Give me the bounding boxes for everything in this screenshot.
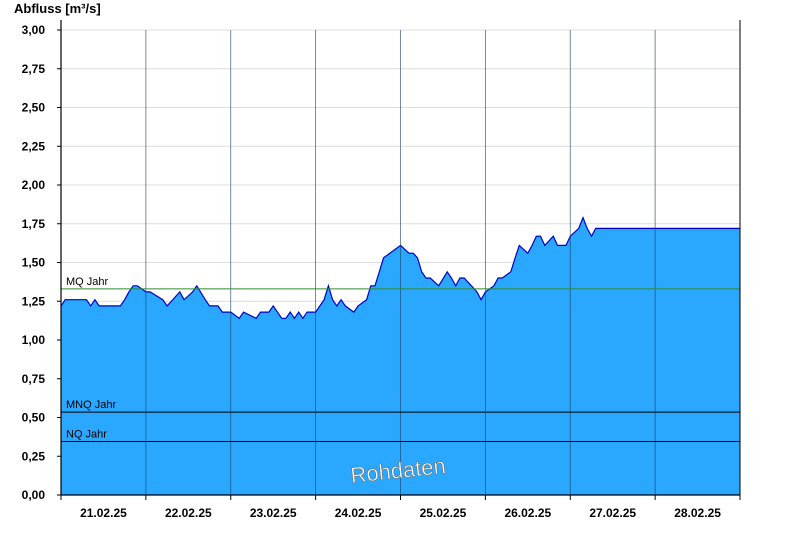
y-tick-label: 1,00 bbox=[22, 333, 46, 347]
x-tick-labels: 21.02.25 22.02.25 23.02.25 24.02.25 25.02.25… bbox=[80, 506, 721, 520]
reference-lines-layer: MQ Jahr MNQ Jahr NQ Jahr bbox=[61, 276, 740, 443]
x-tick-label: 25.02.25 bbox=[420, 506, 467, 520]
x-tick-label: 21.02.25 bbox=[80, 506, 127, 520]
y-tick-label: 1,50 bbox=[22, 256, 46, 270]
x-tick-label: 24.02.25 bbox=[335, 506, 382, 520]
y-tick-label: 3,00 bbox=[22, 23, 46, 37]
y-tick-label: 1,25 bbox=[22, 294, 46, 308]
x-tick-label: 22.02.25 bbox=[165, 506, 212, 520]
x-tick-label: 27.02.25 bbox=[589, 506, 636, 520]
reference-line-label: NQ Jahr bbox=[66, 429, 107, 441]
y-tick-label: 2,75 bbox=[22, 62, 46, 76]
y-tick-label: 0,75 bbox=[22, 372, 46, 386]
y-tick-label: 0,50 bbox=[22, 411, 46, 425]
x-tick-label: 28.02.25 bbox=[674, 506, 721, 520]
y-axis-label: Abfluss [m³/s] bbox=[14, 1, 101, 16]
reference-line-label: MQ Jahr bbox=[66, 276, 109, 288]
day-separator-layer bbox=[145, 30, 656, 495]
y-tick-label: 0,00 bbox=[22, 488, 46, 502]
y-tick-label: 2,50 bbox=[22, 101, 46, 115]
y-tick-label: 1,75 bbox=[22, 217, 46, 231]
y-tick-label: 0,25 bbox=[22, 449, 46, 463]
x-tick-label: 23.02.25 bbox=[250, 506, 297, 520]
x-tick-label: 26.02.25 bbox=[504, 506, 551, 520]
axes-layer bbox=[57, 20, 741, 500]
y-tick-labels: 0,00 0,25 0,50 0,75 1,00 1,25 1,50 1,75 2,00 2,25… bbox=[22, 23, 46, 502]
discharge-line bbox=[60, 215, 740, 320]
y-tick-label: 2,25 bbox=[22, 139, 46, 153]
reference-line-label: MNQ Jahr bbox=[66, 399, 116, 411]
y-tick-label: 2,00 bbox=[22, 178, 46, 192]
